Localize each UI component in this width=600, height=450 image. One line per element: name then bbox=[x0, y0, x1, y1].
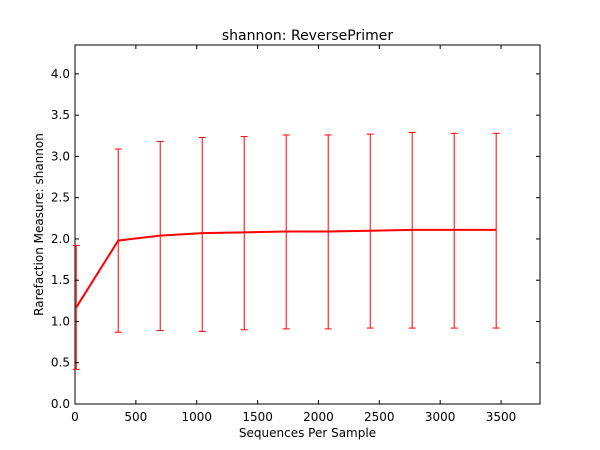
axis-ticks: 0 500 1000 1500 2000 2500 3000 3500 0.0 0.5 1.0 1.5… bbox=[51, 45, 540, 424]
y-tick-label: 2.0 bbox=[51, 232, 70, 246]
y-tick-label: 0.0 bbox=[51, 397, 70, 411]
y-axis-label: Rarefaction Measure: shannon bbox=[32, 133, 46, 316]
plot-frame bbox=[74, 44, 541, 405]
y-tick-label: 1.5 bbox=[51, 273, 70, 287]
y-tick-label: 3.0 bbox=[51, 149, 70, 163]
x-tick-label: 3000 bbox=[425, 410, 456, 424]
plot-area bbox=[72, 44, 541, 405]
x-axis-label: Sequences Per Sample bbox=[239, 426, 376, 440]
y-tick-label: 4.0 bbox=[51, 67, 70, 81]
x-tick-label: 0 bbox=[71, 410, 79, 424]
y-tick-label: 0.5 bbox=[51, 356, 70, 370]
x-tick-label: 2500 bbox=[364, 410, 395, 424]
y-tick-label: 1.0 bbox=[51, 314, 70, 328]
x-tick-label: 1500 bbox=[242, 410, 273, 424]
series-line bbox=[75, 228, 497, 308]
y-tick-label: 3.5 bbox=[51, 108, 70, 122]
x-tick-label: 3500 bbox=[486, 410, 517, 424]
y-tick-label: 2.5 bbox=[51, 191, 70, 205]
chart-title: shannon: ReversePrimer bbox=[222, 28, 393, 44]
x-tick-label: 2000 bbox=[303, 410, 334, 424]
x-tick-label: 500 bbox=[124, 410, 147, 424]
x-tick-label: 1000 bbox=[181, 410, 212, 424]
